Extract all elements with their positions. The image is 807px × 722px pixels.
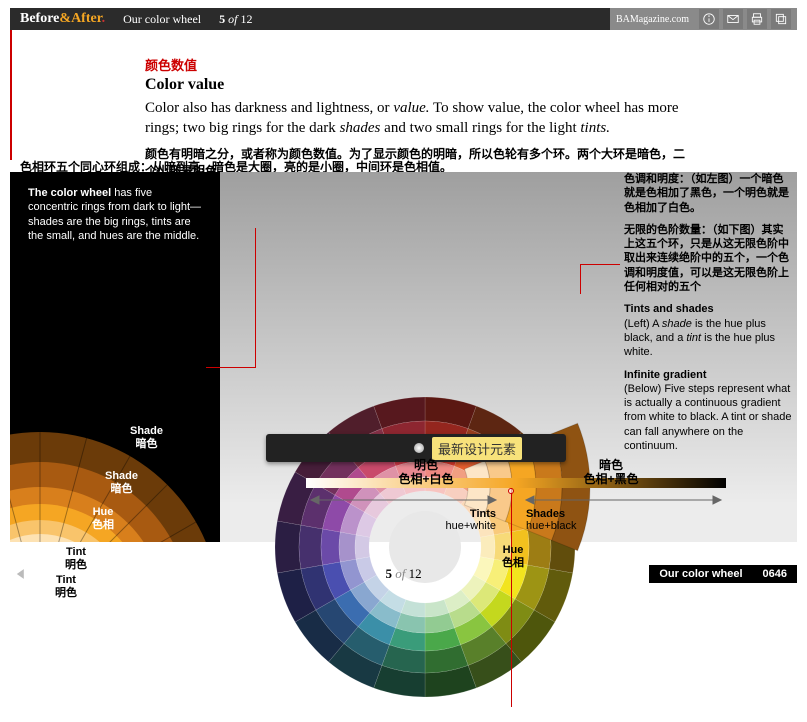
body-text: Color also has darkness and lightness, o… bbox=[145, 98, 685, 139]
shades-en-label: Shades hue+black bbox=[526, 508, 576, 532]
left-caption: The color wheel has five concentric ring… bbox=[28, 186, 203, 243]
info-icon[interactable] bbox=[699, 9, 719, 29]
footer-right: Our color wheel 0646 bbox=[649, 565, 797, 583]
header-article-title: Our color wheel bbox=[123, 12, 201, 27]
mail-icon[interactable] bbox=[723, 9, 743, 29]
chip-dot-icon bbox=[414, 443, 424, 453]
page-footer: 5 of 12 Our color wheel 0646 bbox=[10, 565, 797, 583]
gradient-bar: 明色色相+白色 暗色色相+黑色 Tints hue+white Shades h… bbox=[226, 478, 802, 526]
brand: Before&After. bbox=[10, 11, 115, 27]
red-hook-right-h bbox=[580, 264, 620, 265]
label-shade-outer: Shade暗色 bbox=[130, 425, 163, 451]
right-caption: 色调和明度：（如左图）一个暗色就是色相加了黑色，一个明色就是色相加了白色。 无限… bbox=[624, 172, 794, 461]
brand-before: Before bbox=[20, 11, 59, 26]
tints-cn-label: 明色色相+白色 bbox=[386, 458, 466, 487]
cn-heading: 颜色数值 bbox=[145, 55, 685, 74]
concentric-rings bbox=[10, 322, 220, 542]
brand-dot: . bbox=[102, 11, 106, 26]
brand-amp: & bbox=[59, 11, 71, 26]
shades-cn-label: 暗色色相+黑色 bbox=[566, 458, 656, 487]
brand-after: After bbox=[71, 11, 102, 26]
red-hook-left bbox=[206, 228, 256, 368]
label-shade-inner: Shade暗色 bbox=[105, 470, 138, 496]
label-hue-ring: Hue色相 bbox=[92, 506, 114, 532]
gradient-svg bbox=[226, 478, 802, 526]
chip-label: 最新设计元素 bbox=[432, 437, 522, 460]
tints-en-label: Tints hue+white bbox=[436, 508, 496, 532]
page-header: Before&After. Our color wheel 5 of 12 BA… bbox=[10, 8, 797, 30]
main-figure: The color wheel has five concentric ring… bbox=[10, 172, 797, 542]
magazine-link[interactable]: BAMagazine.com bbox=[616, 14, 689, 25]
header-page: 5 of 12 bbox=[219, 12, 252, 27]
print-icon[interactable] bbox=[747, 9, 767, 29]
prev-page-icon[interactable] bbox=[14, 567, 28, 581]
en-heading: Color value bbox=[145, 76, 685, 94]
red-hook-right-v bbox=[580, 264, 581, 294]
red-rule bbox=[10, 30, 12, 160]
window-icon[interactable] bbox=[771, 9, 791, 29]
header-tools: BAMagazine.com bbox=[610, 8, 797, 30]
footer-page: 5 of 12 bbox=[385, 566, 421, 582]
